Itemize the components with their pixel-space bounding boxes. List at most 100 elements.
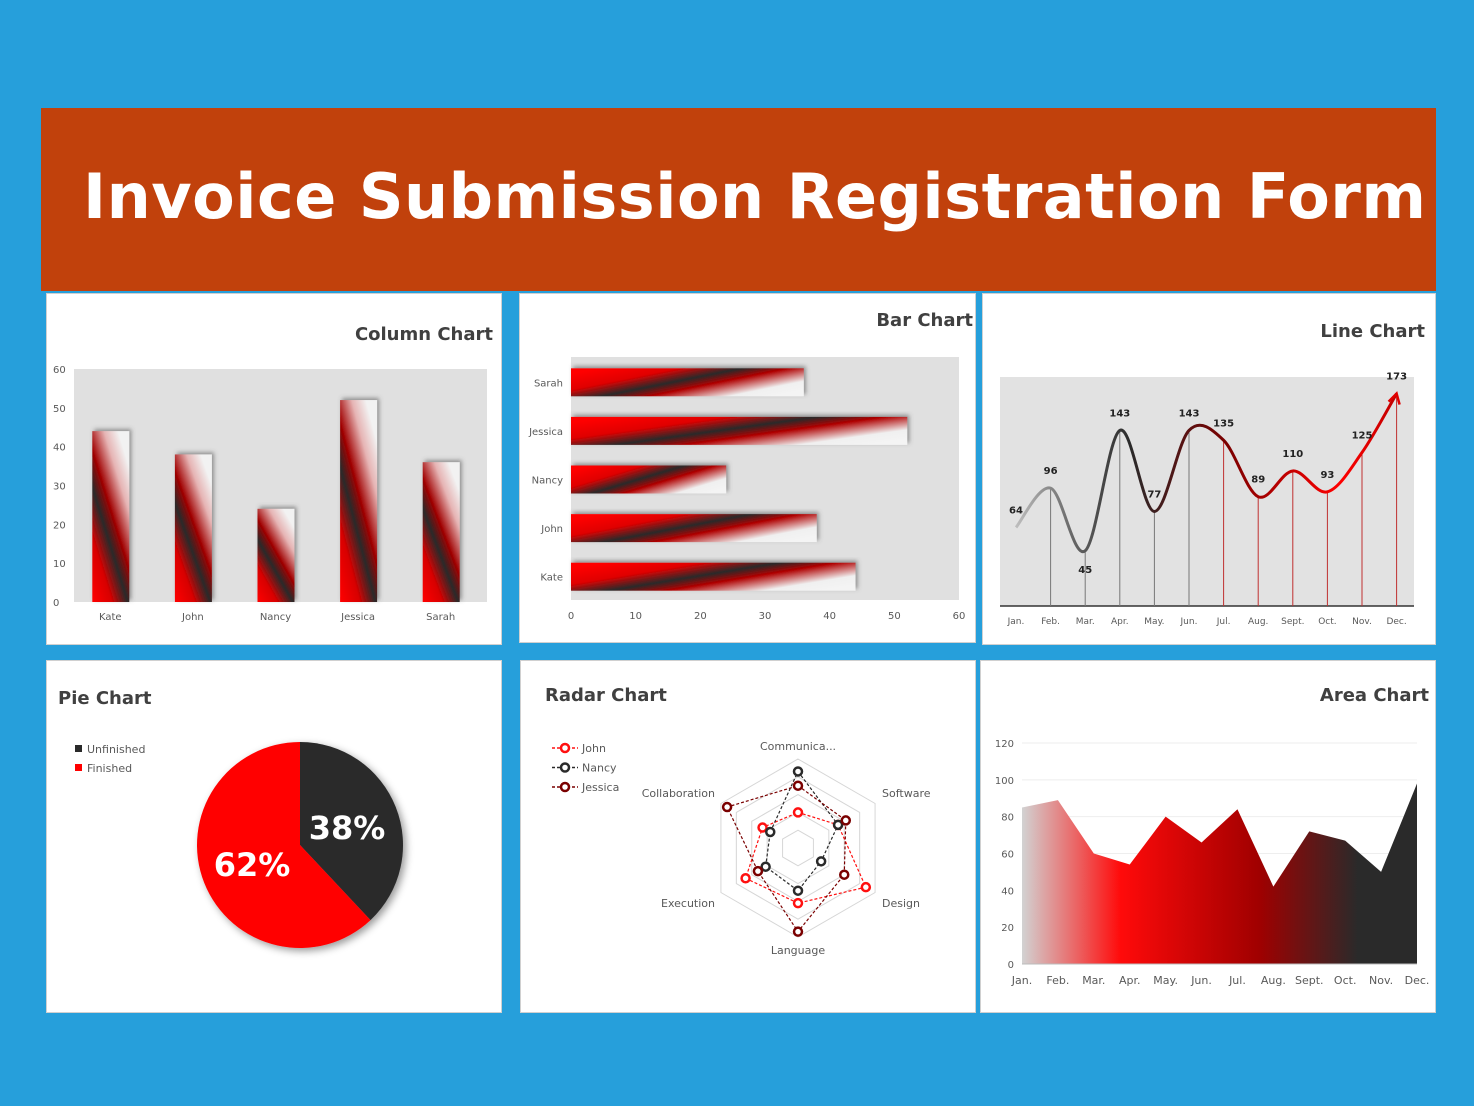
- line-plot-area: [1000, 377, 1414, 606]
- radar-point-jessica: [838, 869, 850, 880]
- bar-x-tick: 0: [568, 611, 574, 622]
- area-x-label: Feb.: [1046, 974, 1069, 987]
- bar-chart-title: Bar Chart: [876, 310, 973, 331]
- radar-grid-ring: [782, 829, 814, 867]
- bar-y-label: Sarah: [534, 378, 563, 389]
- line-chart-title: Line Chart: [1320, 321, 1425, 342]
- radar-point-nancy: [792, 885, 804, 896]
- pie-slice-unfinished: [300, 742, 403, 921]
- area-y-tick: 60: [1001, 850, 1014, 861]
- column-y-tick: 10: [53, 559, 66, 570]
- radar-point-nancy: [832, 819, 844, 831]
- line-data-label: 45: [1078, 565, 1092, 576]
- column-chart-title: Column Chart: [354, 324, 493, 345]
- column-y-tick: 60: [53, 365, 66, 376]
- line-data-label: 77: [1147, 489, 1161, 500]
- column-bar-jessica: [340, 400, 378, 602]
- area-y-tick: 120: [995, 739, 1014, 750]
- area-y-tick: 0: [1008, 960, 1014, 971]
- radar-point-john: [792, 807, 804, 818]
- bar-x-tick: 40: [823, 611, 836, 622]
- radar-legend-marker: [559, 742, 571, 754]
- column-x-label: Kate: [99, 612, 122, 623]
- area-series: [1022, 783, 1417, 964]
- radar-axis-label: Design: [882, 897, 920, 910]
- radar-grid-ring: [766, 811, 830, 885]
- line-x-label: May.: [1144, 617, 1164, 627]
- radar-point-jessica: [792, 780, 804, 791]
- radar-axis-label: Execution: [661, 897, 715, 910]
- column-bar-kate: [92, 431, 130, 602]
- radar-grid-ring: [720, 758, 876, 938]
- line-data-label: 89: [1251, 475, 1265, 486]
- area-chart-title: Area Chart: [1319, 685, 1429, 706]
- line-x-label: Aug.: [1248, 617, 1268, 627]
- area-x-label: Jun.: [1190, 974, 1212, 987]
- column-x-label: Jessica: [340, 612, 375, 623]
- bar-x-tick: 50: [888, 611, 901, 622]
- pie-legend-swatch: [75, 764, 82, 771]
- line-data-label: 96: [1044, 466, 1058, 477]
- bar-x-tick: 30: [759, 611, 772, 622]
- bar-john: [571, 514, 817, 543]
- radar-point-jessica: [840, 815, 852, 826]
- radar-point-jessica: [721, 801, 733, 813]
- radar-legend-label: Nancy: [582, 762, 617, 775]
- column-y-tick: 0: [53, 598, 59, 609]
- line-data-label: 173: [1386, 372, 1407, 383]
- line-x-label: Jul.: [1216, 617, 1231, 627]
- line-data-label: 125: [1352, 431, 1373, 442]
- radar-chart-title: Radar Chart: [545, 685, 667, 706]
- line-data-label: 93: [1320, 470, 1334, 481]
- line-series: [1014, 392, 1398, 553]
- line-data-label: 143: [1179, 408, 1200, 419]
- bar-y-label: John: [540, 524, 563, 535]
- bar-nancy: [571, 465, 727, 494]
- bar-x-tick: 60: [953, 611, 966, 622]
- area-x-label: Mar.: [1082, 974, 1105, 987]
- column-bar-sarah: [422, 462, 460, 602]
- bar-x-tick: 10: [629, 611, 642, 622]
- radar-axis-label: Language: [771, 944, 826, 957]
- pie-legend-label: Unfinished: [87, 743, 145, 756]
- bar-y-label: Nancy: [532, 476, 563, 487]
- line-arrowhead: [1387, 391, 1401, 405]
- area-x-label: May.: [1153, 974, 1178, 987]
- radar-point-john: [860, 881, 872, 893]
- bar-x-tick: 20: [694, 611, 707, 622]
- line-x-label: Dec.: [1386, 617, 1406, 627]
- pie-chart-title: Pie Chart: [58, 688, 152, 709]
- radar-point-nancy: [792, 766, 804, 777]
- radar-grid-ring: [735, 776, 861, 920]
- radar-legend-label: John: [581, 742, 606, 755]
- bar-sarah: [571, 368, 804, 397]
- area-y-tick: 100: [995, 776, 1014, 787]
- pie-group: [196, 742, 403, 949]
- pie-slice-finished: [196, 742, 371, 949]
- area-x-label: Sept.: [1295, 974, 1324, 987]
- pie-legend-swatch: [75, 745, 82, 752]
- radar-point-jessica: [752, 865, 764, 877]
- line-data-label: 110: [1282, 449, 1303, 460]
- line-data-label: 135: [1213, 418, 1234, 429]
- line-x-label: Apr.: [1111, 617, 1129, 627]
- area-x-label: Dec.: [1405, 974, 1430, 987]
- area-y-tick: 20: [1001, 923, 1014, 934]
- line-data-label: 143: [1109, 408, 1130, 419]
- area-x-label: Jan.: [1011, 974, 1032, 987]
- pie-legend-label: Finished: [87, 762, 132, 775]
- line-x-label: Oct.: [1318, 617, 1336, 627]
- area-x-label: Nov.: [1369, 974, 1393, 987]
- header-banner: Invoice Submission Registration Form: [41, 108, 1436, 291]
- radar-chart-panel: Radar Chart: [520, 660, 976, 1013]
- pie-label-unfinished: 38%: [309, 809, 386, 847]
- radar-axis-label: Software: [882, 787, 931, 800]
- radar-axis-label: Communica...: [760, 740, 836, 753]
- column-bar-nancy: [257, 508, 295, 602]
- area-y-tick: 80: [1001, 813, 1014, 824]
- radar-axis-label: Collaboration: [642, 787, 715, 800]
- column-bar-john: [174, 454, 212, 602]
- column-y-tick: 50: [53, 404, 66, 415]
- radar-legend-marker: [559, 762, 571, 773]
- bar-jessica: [571, 416, 908, 445]
